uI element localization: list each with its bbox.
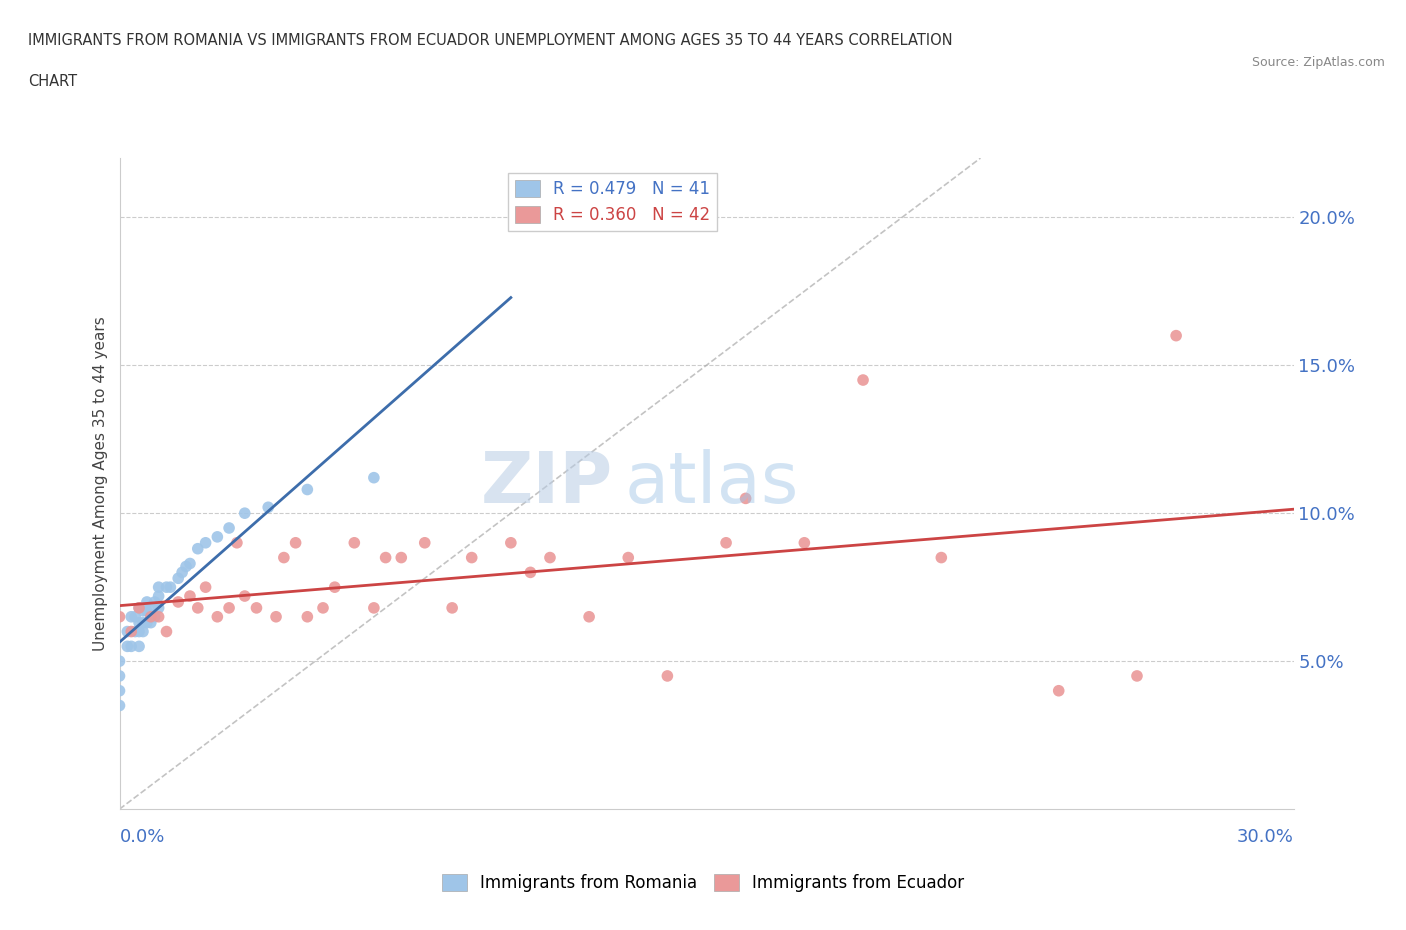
Point (108, 609, 131, 624)
Point (714, 536, 737, 551)
Point (374, 551, 396, 565)
Point (143, 609, 166, 624)
Point (207, 529, 229, 544)
Point (172, 565, 194, 579)
Point (120, 624, 142, 639)
Point (120, 609, 142, 624)
Point (1047, 684, 1070, 698)
Point (225, 536, 249, 551)
Point (167, 571, 190, 586)
Point (187, 541, 209, 556)
Point (297, 482, 319, 497)
Point (139, 609, 162, 624)
Point (108, 669, 131, 684)
Point (139, 616, 162, 631)
Point (284, 536, 307, 551)
Point (139, 601, 162, 616)
Point (143, 594, 166, 609)
Point (297, 609, 319, 624)
Point (117, 624, 139, 639)
Legend: R = 0.479   N = 41, R = 0.360   N = 42: R = 0.479 N = 41, R = 0.360 N = 42 (508, 173, 717, 231)
Point (124, 609, 146, 624)
Point (108, 654, 131, 669)
Point (148, 579, 170, 594)
Point (363, 471, 385, 485)
Point (617, 551, 640, 565)
Text: ZIP: ZIP (481, 449, 613, 518)
Point (108, 684, 131, 698)
Point (363, 601, 385, 616)
Point (389, 551, 412, 565)
Point (499, 536, 522, 551)
Point (167, 594, 190, 609)
Point (852, 373, 875, 388)
Text: Source: ZipAtlas.com: Source: ZipAtlas.com (1251, 56, 1385, 69)
Point (519, 565, 541, 579)
Y-axis label: Unemployment Among Ages 35 to 44 years: Unemployment Among Ages 35 to 44 years (93, 316, 108, 651)
Text: CHART: CHART (28, 74, 77, 89)
Point (132, 624, 155, 639)
Point (108, 698, 131, 713)
Point (148, 589, 170, 604)
Point (148, 609, 170, 624)
Point (135, 604, 157, 618)
Point (1126, 669, 1149, 684)
Point (179, 589, 201, 604)
Point (132, 604, 155, 618)
Point (441, 601, 464, 616)
Point (343, 536, 366, 551)
Point (124, 624, 146, 639)
Point (207, 609, 229, 624)
Point (793, 536, 815, 551)
Point (538, 551, 561, 565)
Point (155, 579, 177, 594)
Point (245, 601, 267, 616)
Point (218, 521, 240, 536)
Point (734, 491, 756, 506)
Legend: Immigrants from Romania, Immigrants from Ecuador: Immigrants from Romania, Immigrants from… (434, 867, 972, 898)
Point (264, 609, 287, 624)
Point (159, 579, 181, 594)
Point (128, 601, 150, 616)
Point (1166, 328, 1188, 343)
Point (233, 506, 256, 521)
Point (174, 559, 197, 574)
Point (233, 589, 256, 604)
Point (312, 601, 335, 616)
Point (148, 601, 170, 616)
Point (135, 594, 157, 609)
Point (460, 551, 484, 565)
Point (117, 639, 139, 654)
Text: atlas: atlas (624, 449, 799, 518)
Point (120, 639, 142, 654)
Point (128, 624, 150, 639)
Text: 0.0%: 0.0% (120, 828, 165, 845)
Point (132, 616, 155, 631)
Point (413, 536, 436, 551)
Point (578, 609, 600, 624)
Point (931, 551, 953, 565)
Point (218, 601, 240, 616)
Point (128, 639, 150, 654)
Point (194, 536, 217, 551)
Point (187, 601, 209, 616)
Point (273, 551, 295, 565)
Point (323, 579, 346, 594)
Point (135, 616, 157, 631)
Point (657, 669, 679, 684)
Point (128, 616, 150, 631)
Point (257, 499, 280, 514)
Text: 30.0%: 30.0% (1237, 828, 1294, 845)
Point (155, 624, 177, 639)
Point (194, 579, 217, 594)
Text: IMMIGRANTS FROM ROMANIA VS IMMIGRANTS FROM ECUADOR UNEMPLOYMENT AMONG AGES 35 TO: IMMIGRANTS FROM ROMANIA VS IMMIGRANTS FR… (28, 33, 953, 47)
Point (179, 556, 201, 571)
Point (128, 601, 150, 616)
